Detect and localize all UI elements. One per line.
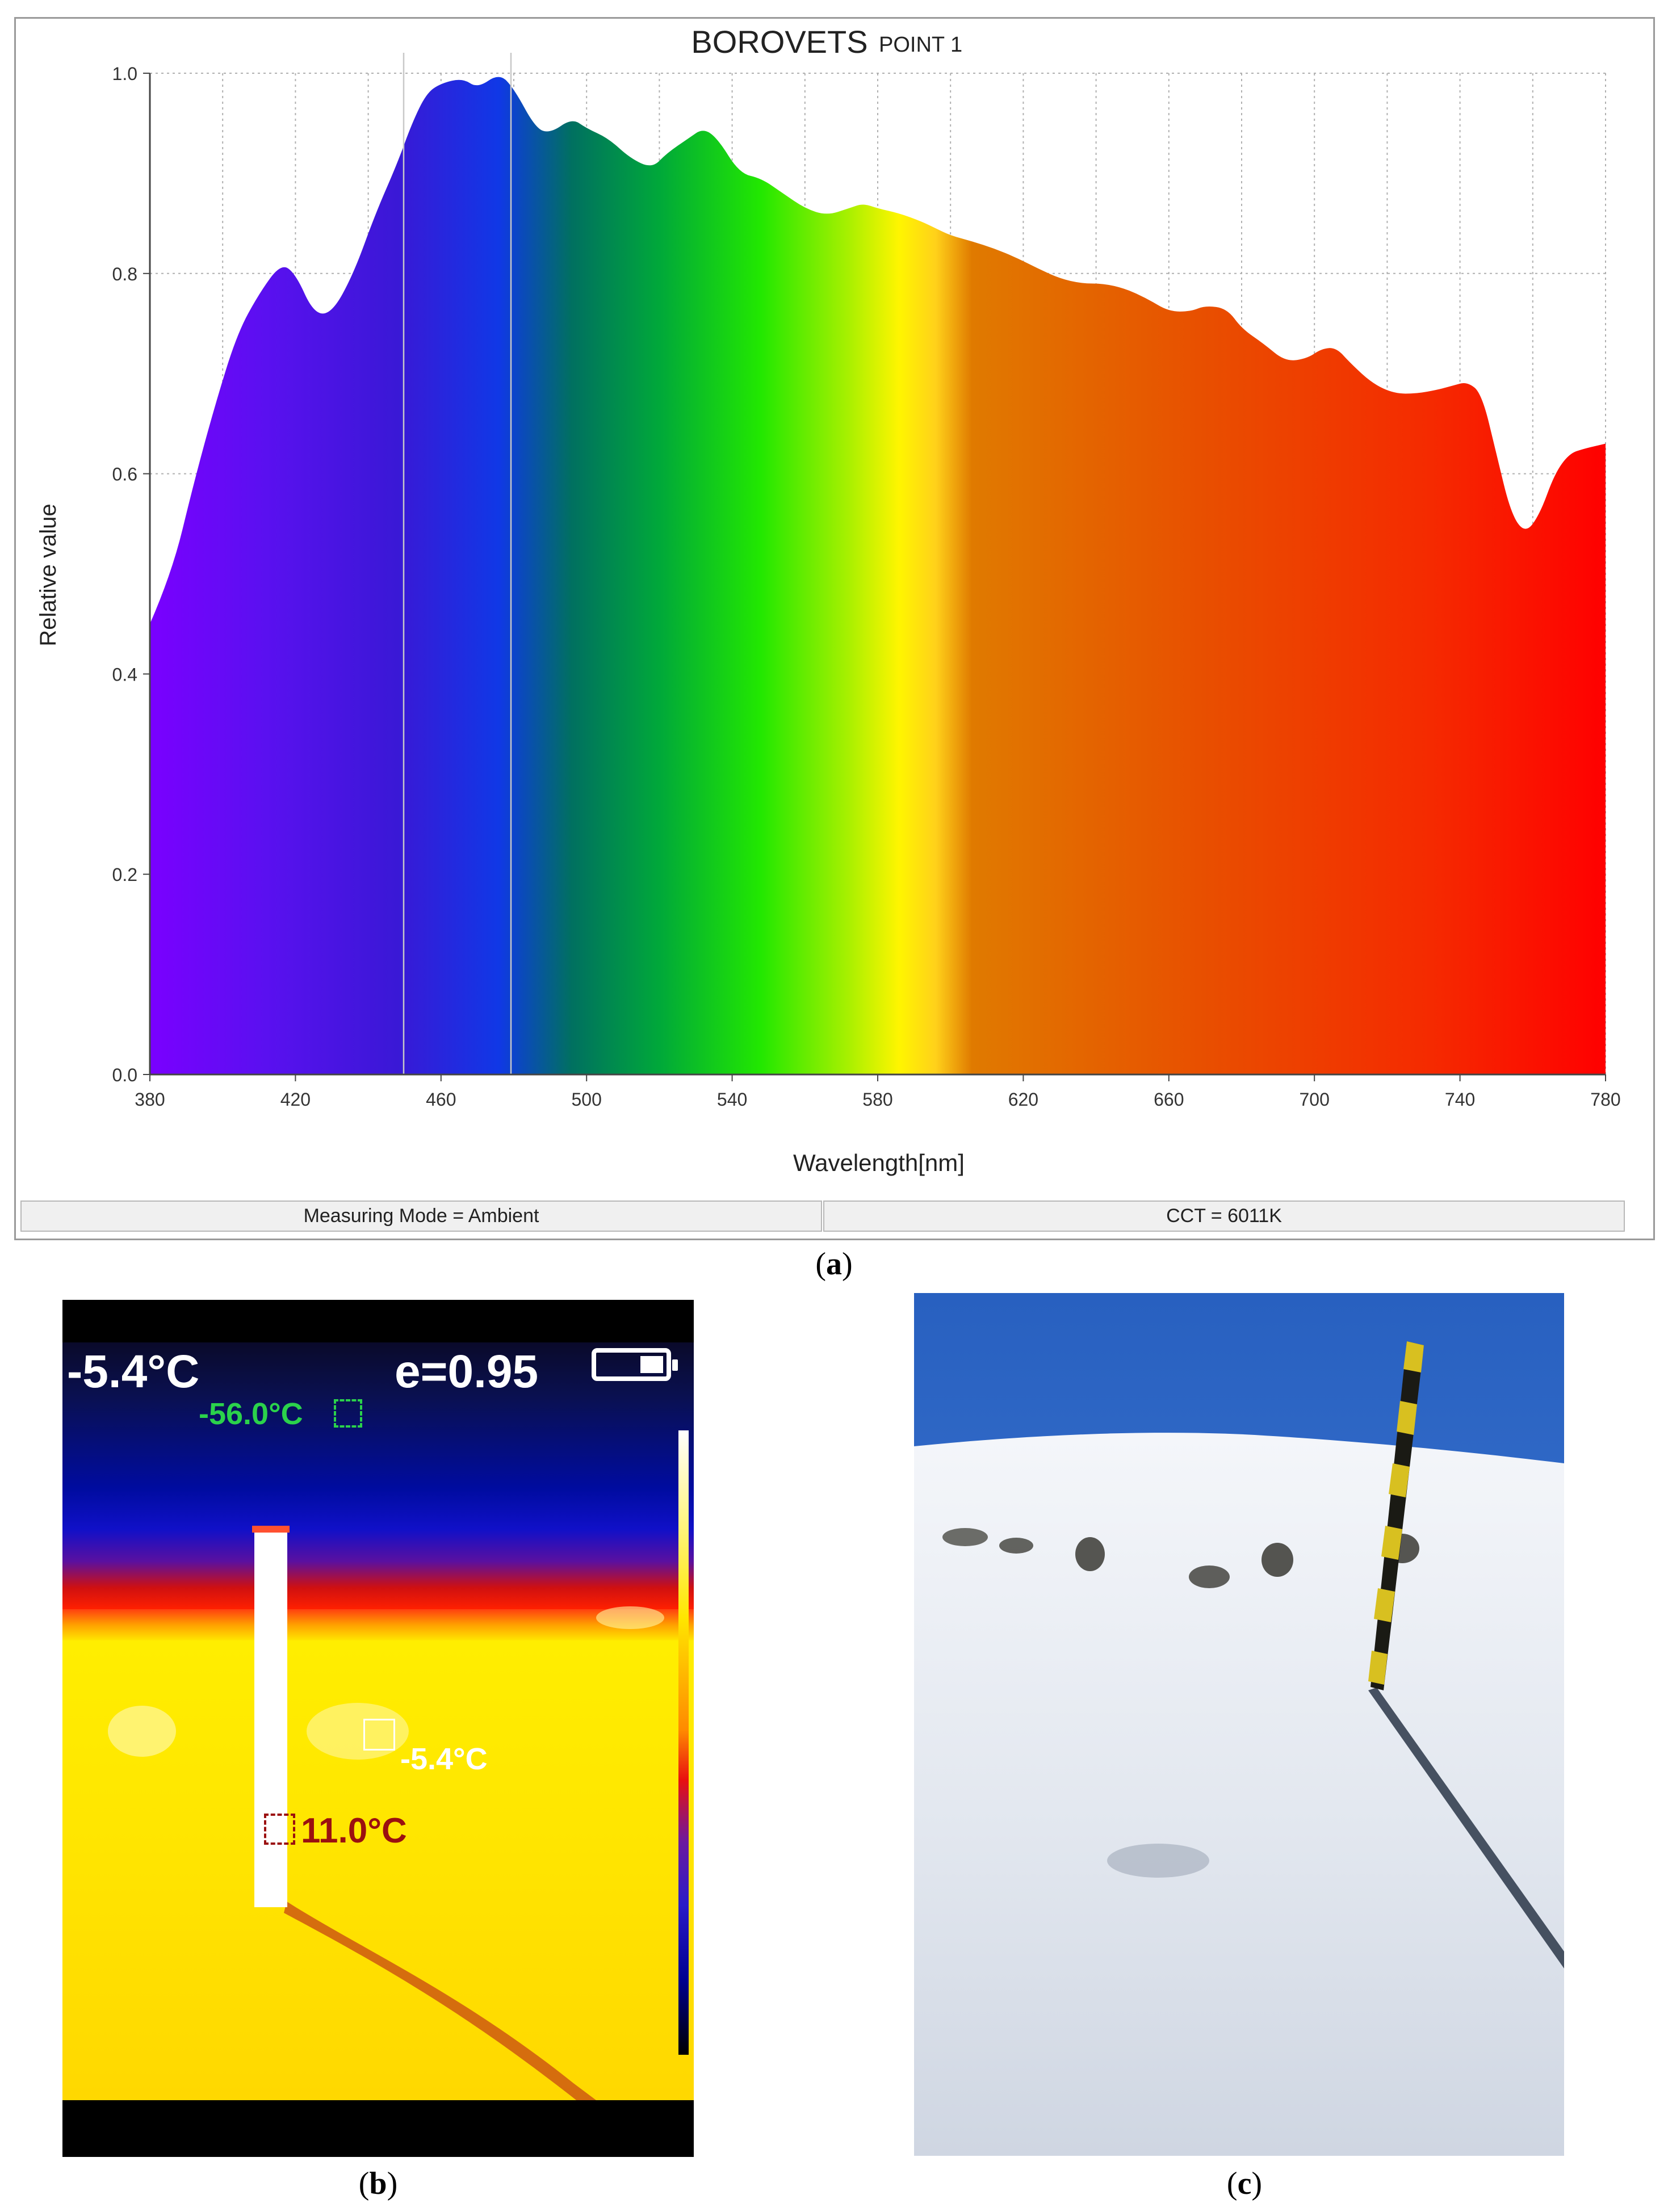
chart-subtitle: POINT 1 — [879, 33, 962, 57]
marker-hot-bracket — [264, 1814, 295, 1845]
thermal-sky — [62, 1342, 694, 1609]
snow-photo-drawing — [914, 1293, 1564, 2156]
spectrometer-window: 380 420 460 500 540 580 620 660 700 740 780 0.0 0.2… — [14, 17, 1655, 1240]
crosshair-center — [363, 1719, 395, 1751]
x-tick-label: 540 — [717, 1089, 747, 1110]
chart-title: BOROVETS — [691, 24, 867, 60]
x-tick-label: 380 — [135, 1089, 165, 1110]
x-tick-label: 500 — [572, 1089, 602, 1110]
x-tick-label: 740 — [1445, 1089, 1475, 1110]
snow-photo — [914, 1293, 1564, 2156]
caption-c: (c) — [1226, 2166, 1263, 2201]
y-axis-label: Relative value — [36, 503, 61, 646]
marker-hot-temp: 11.0°C — [301, 1811, 407, 1850]
y-tick-labels: 0.0 0.2 0.4 0.6 0.8 1.0 — [112, 64, 150, 1085]
spectrum-chart: 380 420 460 500 540 580 620 660 700 740 780 0.0 0.2… — [36, 24, 1621, 1176]
status-cct: CCT = 6011K — [823, 1201, 1625, 1232]
marker-cold-temp: -56.0°C — [199, 1397, 303, 1431]
thermal-color-scale — [678, 1430, 689, 2055]
x-tick-label: 620 — [1008, 1089, 1038, 1110]
y-tick-label: 0.6 — [112, 464, 137, 485]
x-tick-label: 780 — [1590, 1089, 1620, 1110]
y-tick-label: 0.2 — [112, 864, 137, 885]
marker-cold-bracket — [334, 1399, 362, 1428]
y-tick-label: 0.8 — [112, 264, 137, 284]
ambient-temperature: -5.4°C — [67, 1346, 200, 1397]
x-tick-labels: 380 420 460 500 540 580 620 660 700 740 780 — [135, 1074, 1621, 1110]
battery-icon — [592, 1348, 678, 1381]
x-tick-label: 420 — [280, 1089, 311, 1110]
thermal-image: -5.4°C e=0.95 -56.0°C -5.4°C 11.0°C — [62, 1300, 694, 2157]
status-measuring-mode: Measuring Mode = Ambient — [20, 1201, 822, 1232]
y-tick-label: 0.4 — [112, 664, 137, 685]
thermal-horizon — [62, 1609, 694, 1640]
x-tick-label: 700 — [1300, 1089, 1330, 1110]
y-tick-label: 0.0 — [112, 1065, 137, 1085]
y-tick-label: 1.0 — [112, 64, 137, 84]
x-tick-label: 660 — [1154, 1089, 1184, 1110]
x-tick-label: 460 — [426, 1089, 456, 1110]
caption-b: (b) — [358, 2166, 398, 2201]
thermal-top-bar — [62, 1300, 694, 1342]
x-axis-label: Wavelength[nm] — [793, 1149, 965, 1176]
caption-a: (a) — [815, 1246, 853, 1282]
spectrum-area — [150, 77, 1606, 1075]
thermal-bottom-bar — [62, 2100, 694, 2157]
emissivity-readout: e=0.95 — [395, 1346, 539, 1397]
marker-center-temp: -5.4°C — [400, 1742, 488, 1776]
x-tick-label: 580 — [862, 1089, 892, 1110]
